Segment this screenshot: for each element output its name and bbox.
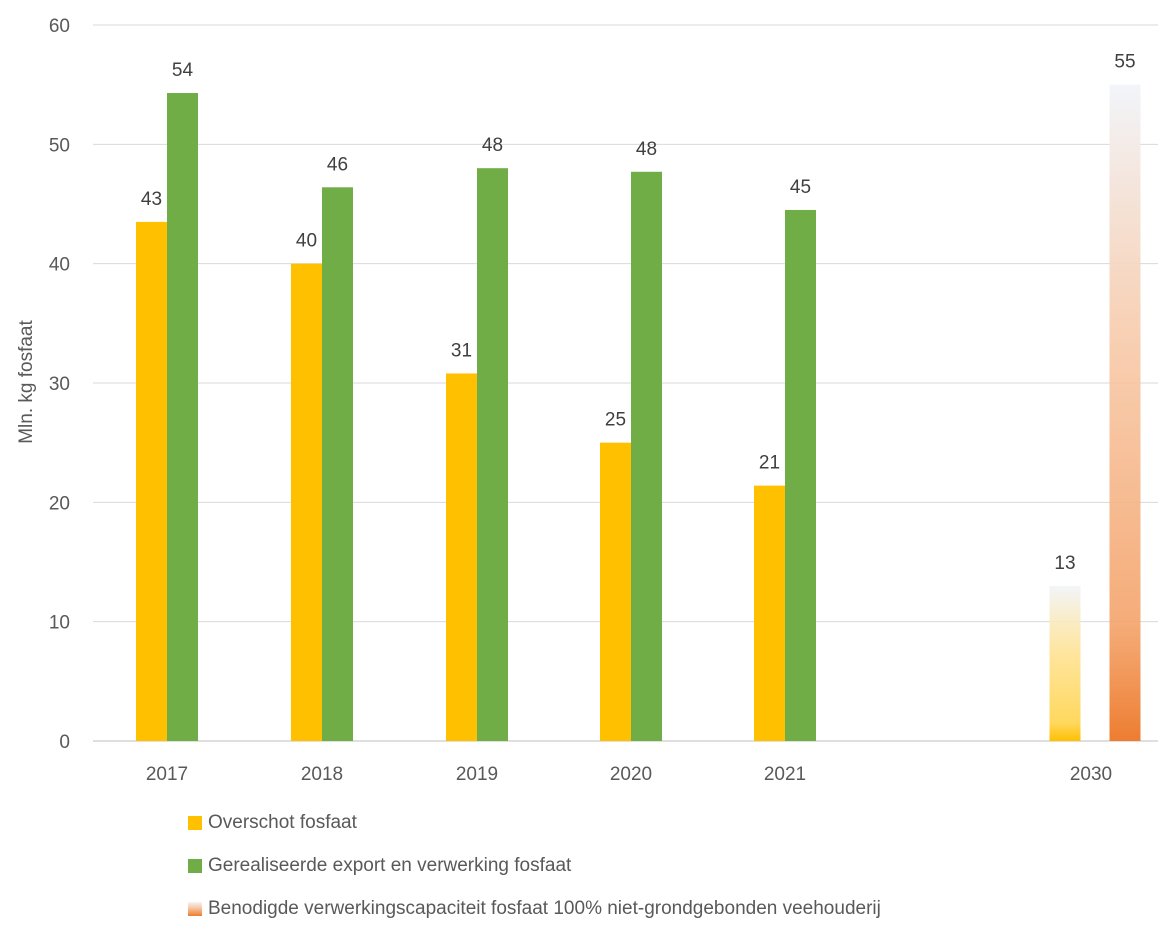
data-label-1-2019: 48 — [482, 135, 503, 156]
y-tick-label-10: 10 — [49, 613, 70, 634]
bar-0-2030 — [1049, 585, 1081, 741]
data-label-0-2021: 21 — [759, 453, 780, 474]
y-tick-label-50: 50 — [49, 135, 70, 156]
bar-1-2021 — [785, 209, 816, 741]
data-label-1-2020: 48 — [636, 139, 657, 160]
x-tick-label-2030: 2030 — [1070, 764, 1112, 785]
data-label-0-2017: 43 — [141, 189, 162, 210]
data-label-2-2030: 55 — [1114, 52, 1135, 73]
legend-label-overschot: Overschot fosfaat — [208, 812, 357, 833]
y-tick-label-40: 40 — [49, 255, 70, 276]
bar-0-2021 — [754, 485, 785, 741]
data-label-1-2017: 54 — [172, 60, 194, 81]
x-tick-label-2017: 2017 — [146, 764, 188, 785]
y-tick-label-30: 30 — [49, 374, 70, 395]
y-tick-label-0: 0 — [59, 732, 70, 753]
bar-2-2030 — [1109, 84, 1141, 741]
x-tick-label-2021: 2021 — [764, 764, 806, 785]
bar-1-2020 — [631, 171, 662, 741]
legend-label-export: Gerealiseerde export en verwerking fosfa… — [208, 855, 572, 876]
bar-0-2017 — [136, 221, 167, 741]
data-label-1-2018: 46 — [327, 154, 348, 175]
bar-1-2018 — [322, 187, 353, 741]
legend: Overschot fosfaat Gerealiseerde export e… — [188, 812, 881, 941]
data-label-0-2030: 13 — [1054, 553, 1075, 574]
y-tick-label-60: 60 — [49, 16, 70, 37]
y-axis-label: Mln. kg fosfaat — [16, 320, 37, 444]
data-label-0-2020: 25 — [605, 410, 626, 431]
legend-label-benodigde: Benodigde verwerkingscapaciteit fosfaat … — [208, 898, 881, 919]
y-tick-label-20: 20 — [49, 493, 70, 514]
data-label-0-2018: 40 — [296, 231, 317, 252]
legend-swatch-export — [188, 859, 202, 873]
bar-0-2018 — [291, 263, 322, 741]
legend-swatch-overschot — [188, 816, 202, 830]
data-label-1-2021: 45 — [790, 177, 811, 198]
bar-1-2019 — [477, 168, 508, 741]
legend-swatch-benodigde — [188, 902, 202, 916]
data-label-0-2019: 31 — [451, 340, 472, 361]
bar-0-2019 — [446, 373, 477, 741]
x-tick-label-2019: 2019 — [456, 764, 498, 785]
legend-item-benodigde: Benodigde verwerkingscapaciteit fosfaat … — [188, 898, 881, 920]
legend-item-overschot: Overschot fosfaat — [188, 812, 881, 834]
legend-item-export: Gerealiseerde export en verwerking fosfa… — [188, 855, 881, 877]
bar-0-2020 — [600, 442, 631, 741]
x-tick-label-2018: 2018 — [301, 764, 343, 785]
x-tick-label-2020: 2020 — [610, 764, 652, 785]
bar-1-2017 — [167, 93, 198, 741]
